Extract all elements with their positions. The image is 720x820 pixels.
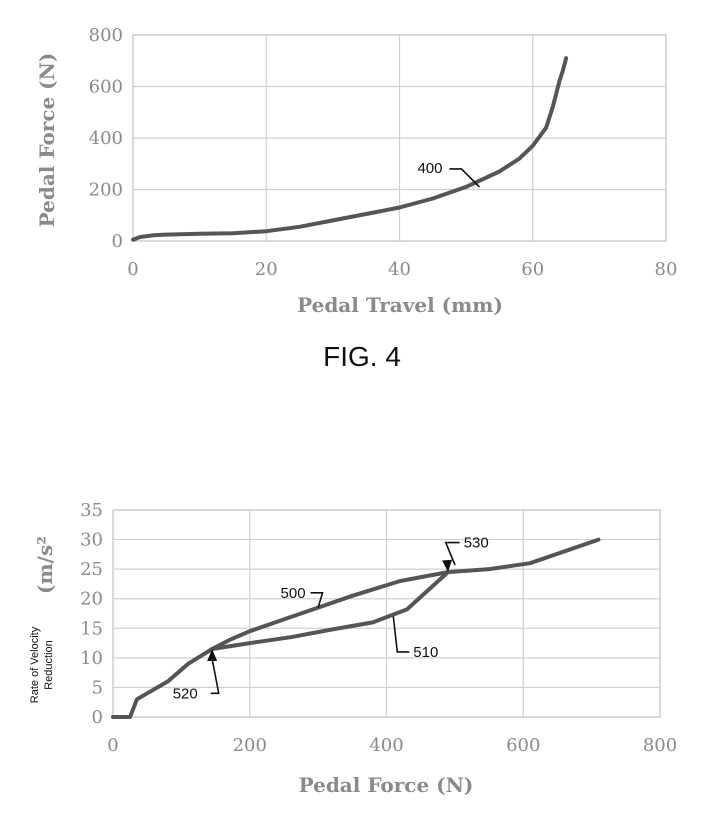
x-tick-label: 600: [506, 735, 540, 756]
fig5-label-520: 520: [173, 685, 198, 702]
x-tick-label: 60: [521, 259, 544, 280]
fig5-label-510: 510: [413, 644, 438, 661]
fig5-x-ticks: 0 200 400 600 800: [107, 735, 677, 756]
fig5-arrowhead-520: [207, 648, 218, 661]
x-tick-label: 400: [369, 735, 403, 756]
fig5-leader-530: [444, 541, 460, 566]
fig5-x-axis-label: Pedal Force (N): [299, 773, 474, 797]
x-tick-label: 200: [233, 735, 267, 756]
fig4-x-ticks: 0 20 40 60 80: [127, 259, 677, 280]
y-tick-label: 30: [80, 530, 103, 551]
fig5-arrowhead-530: [442, 559, 453, 573]
y-tick-label: 35: [80, 500, 103, 521]
fig4-series-400-line: [131, 56, 569, 242]
y-tick-label: 200: [89, 180, 123, 201]
fig4-gridlines: [132, 34, 667, 242]
fig4-y-axis-label: Pedal Force (N): [35, 53, 59, 228]
y-tick-label: 0: [92, 707, 103, 728]
x-tick-label: 80: [655, 259, 678, 280]
fig5-leader-510: [392, 616, 410, 653]
x-tick-label: 40: [388, 259, 411, 280]
y-tick-label: 25: [80, 559, 103, 580]
x-tick-label: 0: [107, 735, 118, 756]
y-tick-label: 600: [89, 77, 123, 98]
fig4-caption: FIG. 4: [323, 341, 401, 372]
y-tick-label: 400: [89, 128, 123, 149]
y-tick-label: 10: [80, 648, 103, 669]
y-tick-label: 20: [80, 589, 103, 610]
fig5-y-axis-unit-label: (m/s²: [33, 536, 57, 594]
fig5-y-axis-label-line2: Reduction: [43, 640, 55, 690]
fig4-y-ticks: 0 200 400 600 800: [89, 25, 123, 252]
fig5-label-530: 530: [464, 535, 489, 552]
y-tick-label: 5: [92, 677, 103, 698]
y-tick-label: 15: [80, 618, 103, 639]
fig4-leader-400: [449, 168, 481, 188]
y-tick-label: 800: [89, 25, 123, 46]
fig4-x-axis-label: Pedal Travel (mm): [297, 293, 503, 317]
fig5-plot-frame: [112, 509, 661, 718]
y-tick-label: 0: [112, 231, 123, 252]
fig4-plot-frame: [132, 34, 667, 242]
x-tick-label: 20: [255, 259, 278, 280]
fig4-label-400: 400: [417, 160, 442, 177]
fig5-leader-500: [310, 592, 324, 608]
fig5-series-500-line: [111, 537, 601, 719]
fig5-series-510-line: [210, 570, 450, 651]
x-tick-label: 0: [127, 259, 138, 280]
fig5-y-ticks: 0 5 10 15 20 25 30 35: [80, 500, 103, 728]
x-tick-label: 800: [643, 735, 677, 756]
fig5-y-axis-label-line1: Rate of Velocity: [29, 626, 41, 703]
fig5-leader-520: [210, 658, 220, 695]
fig5-label-500: 500: [281, 585, 306, 602]
